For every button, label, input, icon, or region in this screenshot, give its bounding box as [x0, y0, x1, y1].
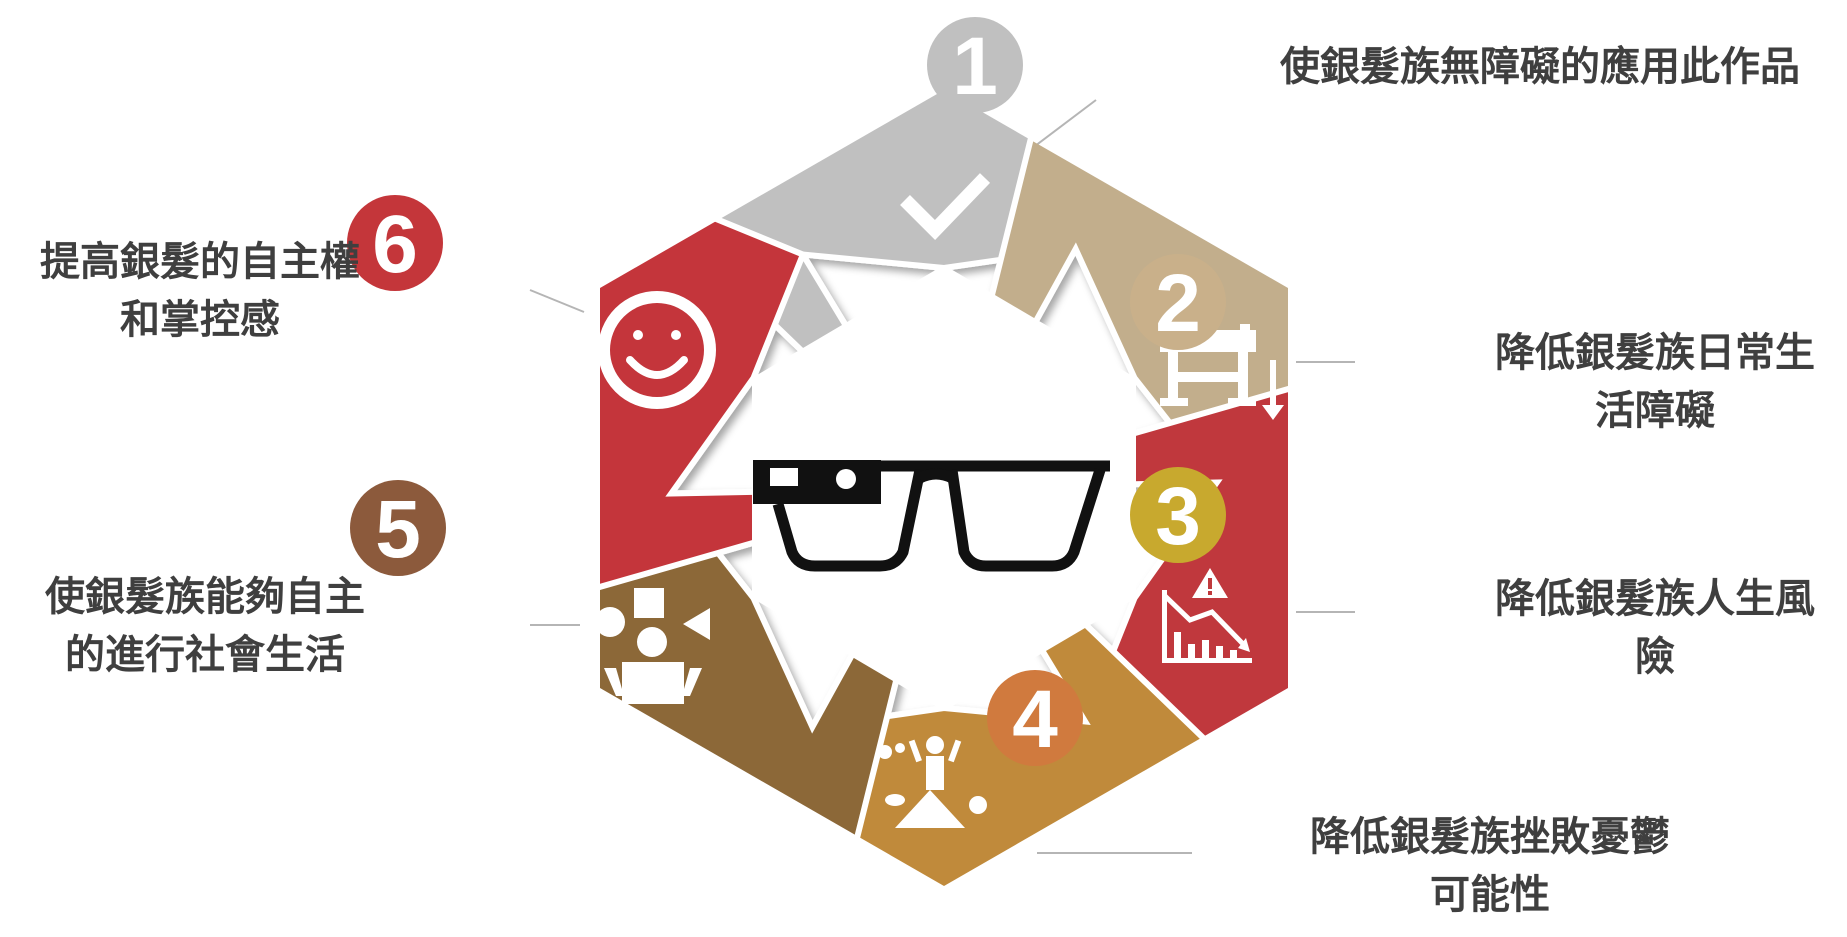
badge-circle-6: [347, 195, 443, 291]
badge-circle-4: [987, 670, 1083, 766]
number-badge-2: 2: [1130, 254, 1226, 350]
badge-number-3: 3: [1155, 471, 1201, 562]
number-badge-6: 6: [347, 195, 443, 291]
step-label-5: 使銀髮族能夠自主的進行社會生活: [45, 574, 365, 678]
step-label-4: 降低銀髮族挫敗憂鬱可能性: [1310, 814, 1670, 918]
badge-circle-1: [927, 17, 1023, 113]
badge-number-1: 1: [952, 21, 998, 112]
center-hexagon: [752, 265, 1136, 711]
checkmark-icon: [900, 173, 991, 240]
number-badge-4: 4: [987, 670, 1083, 766]
step-label-2: 降低銀髮族日常生活障礙: [1495, 330, 1815, 434]
number-badge-5: 5: [350, 480, 446, 576]
risk-chart-icon: [1162, 568, 1252, 663]
connector-line-6: [529, 289, 585, 313]
summit-achievement-icon: [878, 736, 987, 828]
smart-glasses-icon: [753, 460, 1110, 572]
person-shapes-icon: [595, 588, 710, 704]
badge-circle-5: [350, 480, 446, 576]
number-badge-3: 3: [1130, 467, 1226, 563]
step-label-1: 使銀髮族無障礙的應用此作品: [1280, 44, 1800, 90]
number-badge-1: 1: [927, 17, 1023, 113]
badge-number-6: 6: [372, 199, 418, 290]
badge-circle-2: [1130, 254, 1226, 350]
badge-number-5: 5: [375, 484, 421, 575]
step-label-6: 提高銀髮的自主權和掌控感: [40, 239, 360, 343]
smiley-icon: [598, 291, 716, 409]
badge-circle-3: [1130, 467, 1226, 563]
badge-number-4: 4: [1012, 674, 1058, 765]
badge-number-2: 2: [1155, 258, 1201, 349]
step-label-3: 降低銀髮族人生風險: [1495, 576, 1815, 680]
